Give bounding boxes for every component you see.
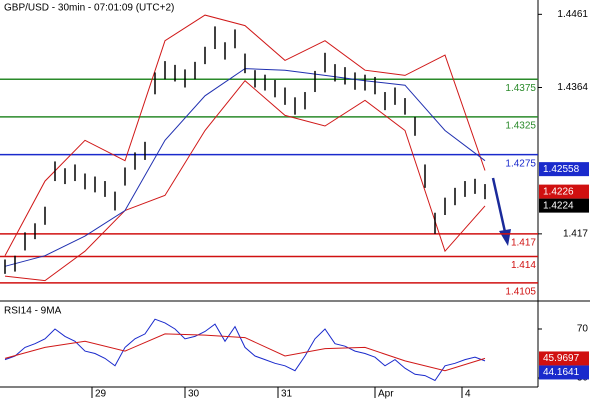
price-tag-label: 44.1641 — [543, 367, 580, 378]
level-label: 1.414 — [511, 260, 536, 271]
price-tag-label: 1.42558 — [543, 164, 580, 175]
price-tag — [539, 351, 589, 366]
level-label: 1.4325 — [505, 121, 536, 132]
overlay-line — [4, 14, 486, 256]
x-tick-label: Apr — [378, 389, 394, 400]
y-tick-label: 70 — [577, 324, 589, 335]
x-tick-label: 29 — [95, 389, 107, 400]
price-tag — [539, 365, 589, 380]
indicator-line — [4, 333, 486, 372]
indicator-line — [4, 318, 486, 382]
chart-title: GBP/USD - 30min - 07:01:09 (UTC+2) — [4, 3, 174, 14]
x-tick-label: 30 — [188, 389, 200, 400]
price-tag-label: 45.9697 — [543, 353, 580, 364]
level-label: 1.4375 — [505, 83, 536, 94]
price-tag-label: 1.4224 — [543, 200, 574, 211]
indicator-title: RSI14 - 9MA — [4, 306, 62, 317]
y-tick-label: 1.417 — [563, 229, 588, 240]
level-label: 1.4275 — [505, 158, 536, 169]
price-tag — [539, 162, 589, 177]
level-label: 1.417 — [511, 238, 536, 249]
y-tick-label: 1.4364 — [557, 82, 588, 93]
overlay-line — [4, 79, 486, 282]
forecast-arrow — [491, 177, 507, 233]
x-tick-label: 31 — [281, 389, 293, 400]
price-tag — [539, 198, 589, 213]
price-tag — [539, 184, 589, 199]
level-label: 1.4105 — [505, 287, 536, 298]
y-tick-label: 1.4461 — [557, 9, 588, 20]
x-tick-label: 4 — [465, 389, 471, 400]
price-tag-label: 1.4226 — [543, 186, 574, 197]
